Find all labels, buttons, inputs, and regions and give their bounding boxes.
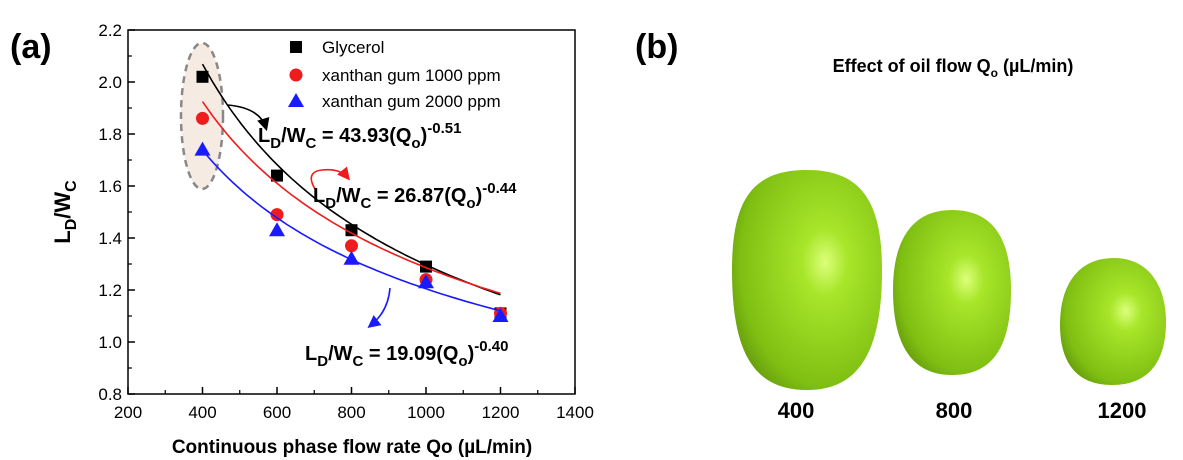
fit-annotation-part: o [411, 135, 420, 152]
y-label-part: D [63, 219, 80, 231]
y-tick-label: 2.0 [98, 73, 122, 92]
fit-annotation-part: D [317, 353, 328, 370]
x-tick-label: 400 [188, 403, 216, 422]
fit-annotation-part: 19.09 [386, 343, 436, 365]
droplet-label: 800 [936, 398, 973, 423]
x-tick-label: 1000 [407, 403, 445, 422]
y-tick-label: 1.0 [98, 333, 122, 352]
fit-annotation-part: (Q [436, 343, 458, 365]
x-axis-label: Continuous phase flow rate Qo (µL/min) [172, 437, 532, 458]
legend-label: xanthan gum 1000 ppm [322, 66, 501, 85]
droplet-label: 400 [778, 398, 815, 423]
marker [343, 250, 360, 265]
fit-annotation-part: -0.51 [427, 120, 461, 137]
title-part: (µL/min) [998, 56, 1073, 76]
fit-annotation-part: o [466, 195, 475, 212]
legend-marker [290, 41, 302, 53]
fit-annotation-part: /W [336, 185, 361, 207]
y-tick-label: 1.4 [98, 229, 122, 248]
fit-annotation: LD/WC = 43.93(Qo)-0.51 [258, 120, 461, 152]
marker [418, 274, 434, 289]
fit-annotation-part: /W [328, 343, 353, 365]
legend-marker [289, 68, 303, 82]
x-tick-label: 600 [263, 403, 291, 422]
y-axis-label: LD/WC [50, 180, 80, 244]
fit-annotation-part: L [258, 125, 270, 147]
y-tick-label: 2.2 [98, 21, 122, 40]
fit-annotation-part: L [305, 343, 317, 365]
fit-annotation-part: -0.40 [474, 338, 508, 355]
legend-label: Glycerol [322, 38, 384, 57]
marker [271, 169, 283, 182]
y-tick-label: 1.2 [98, 281, 122, 300]
arrow [310, 166, 351, 190]
y-label-part: C [63, 180, 80, 192]
fit-annotation-part: C [353, 353, 364, 370]
fit-annotation: LD/WC = 19.09(Qo)-0.40 [305, 338, 508, 370]
fit-annotation-part: ) [476, 185, 483, 207]
marker [492, 308, 509, 322]
marker [345, 239, 358, 253]
x-tick-label: 800 [337, 403, 365, 422]
panel-label: (a) [10, 28, 52, 66]
x-tick-label: 200 [114, 403, 142, 422]
legend-label: xanthan gum 2000 ppm [322, 92, 501, 111]
fit-annotation-part: D [325, 195, 336, 212]
y-label-part: /W [50, 192, 75, 219]
marker [196, 111, 209, 125]
fit-annotation-part: ) [421, 125, 428, 147]
y-tick-label: 1.6 [98, 177, 122, 196]
fit-annotation-part: (Q [444, 185, 466, 207]
fit-annotation: LD/WC = 26.87(Qo)-0.44 [313, 180, 517, 212]
panel-label: (b) [635, 28, 678, 66]
fit-annotation-part: = [316, 125, 339, 147]
fit-annotation-part: -0.44 [482, 180, 517, 197]
droplet [893, 210, 1011, 375]
marker [196, 70, 209, 83]
x-tick-label: 1200 [482, 403, 520, 422]
x-tick-label: 1400 [556, 403, 594, 422]
fit-annotation-part: L [313, 185, 325, 207]
fit-curve [201, 101, 501, 295]
y-label-part: L [50, 230, 75, 243]
fit-annotation-part: 26.87 [394, 185, 444, 207]
title-part: o [991, 66, 998, 80]
fit-annotation-part: o [458, 353, 467, 370]
fit-annotation-part: = [363, 343, 386, 365]
droplet-label: 1200 [1098, 398, 1147, 423]
droplet [1060, 258, 1166, 385]
arrow [227, 104, 270, 132]
fit-annotation-part: D [270, 135, 281, 152]
fit-annotation-part: /W [281, 125, 306, 147]
panel-title: Effect of oil flow Qo (µL/min) [833, 56, 1074, 80]
arrow [367, 287, 391, 328]
fit-annotation-part: = [371, 185, 394, 207]
marker [345, 224, 358, 237]
fit-annotation-part: 43.93 [339, 125, 389, 147]
legend-marker [288, 93, 304, 107]
title-part: Effect of oil flow Q [833, 56, 991, 76]
fit-annotation-part: ) [468, 343, 475, 365]
fit-annotation-part: C [361, 195, 372, 212]
y-tick-label: 0.8 [98, 385, 122, 404]
droplet [732, 170, 882, 390]
marker [269, 222, 285, 237]
marker [194, 141, 211, 156]
y-tick-label: 1.8 [98, 125, 122, 144]
fit-annotation-part: (Q [389, 125, 411, 147]
marker [270, 208, 284, 222]
fit-annotation-part: C [306, 135, 317, 152]
